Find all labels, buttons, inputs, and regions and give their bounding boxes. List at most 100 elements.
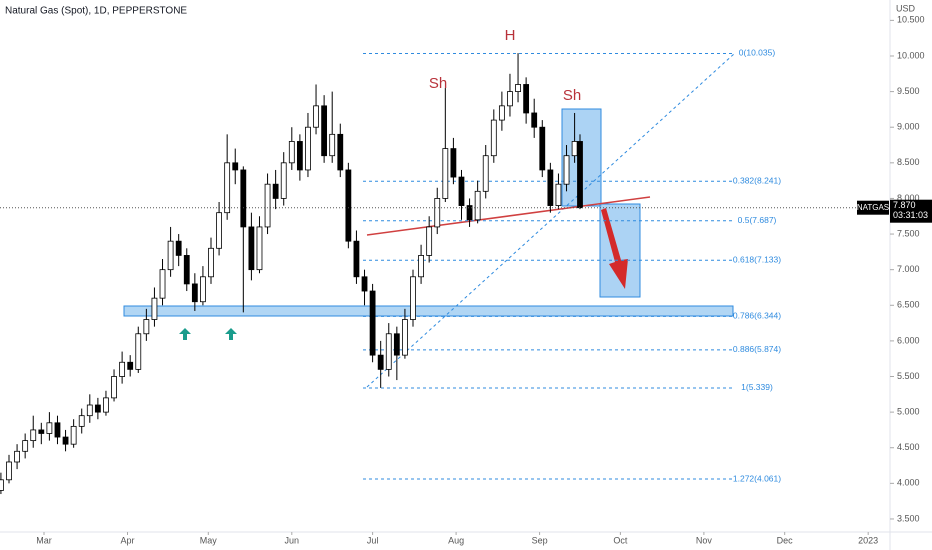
y-tick-label: 9.500 xyxy=(897,86,920,96)
fib-label: 0.5(7.687) xyxy=(738,215,777,225)
candle-body xyxy=(119,361,126,377)
candle-body xyxy=(313,105,319,128)
fib-label: 1.272(4.061) xyxy=(733,473,781,483)
fib-trend-line xyxy=(366,52,736,388)
candle-body xyxy=(369,290,376,356)
candle-body xyxy=(6,461,12,481)
candle-body xyxy=(442,148,449,199)
candle-body xyxy=(167,240,174,271)
candle-body xyxy=(361,276,368,292)
candle-body xyxy=(159,269,166,299)
candle-body xyxy=(345,169,352,242)
candle-body xyxy=(515,84,521,92)
candle-body xyxy=(175,240,182,256)
candle-body xyxy=(426,226,433,256)
x-tick-label: Dec xyxy=(777,535,794,545)
candle-body xyxy=(523,84,530,114)
x-tick-label: May xyxy=(200,535,218,545)
candle-body xyxy=(78,415,85,427)
x-tick-label: Aug xyxy=(448,535,464,545)
y-tick-label: 7.500 xyxy=(897,228,920,238)
candle-body xyxy=(14,450,20,463)
candle-body xyxy=(377,354,384,370)
candle-body xyxy=(418,255,424,278)
y-tick-label: 10.500 xyxy=(897,15,925,25)
x-tick-label: Jul xyxy=(367,535,379,545)
candle-body xyxy=(466,205,473,221)
y-tick-label: 4.000 xyxy=(897,478,920,488)
candle-body xyxy=(402,319,408,356)
fib-label: 0.786(6.344) xyxy=(733,311,781,321)
candle-body xyxy=(62,436,69,445)
candle-body xyxy=(434,198,441,228)
y-tick-label: 10.000 xyxy=(897,50,925,60)
candle-body xyxy=(256,226,263,271)
price-tag-countdown: 03:31:03 xyxy=(893,210,928,220)
price-tag-price: 7.870 xyxy=(893,200,916,210)
candle-body xyxy=(539,126,546,171)
candle-body xyxy=(70,425,77,445)
fib-label: 0.618(7.133) xyxy=(733,254,781,264)
candle-body xyxy=(224,162,231,214)
fib-label: 1(5.339) xyxy=(741,382,773,392)
candle-body xyxy=(248,226,255,271)
candle-body xyxy=(507,91,513,107)
candle-body xyxy=(555,183,562,206)
candle-body xyxy=(280,162,287,199)
support-zone xyxy=(123,305,734,317)
candle-body xyxy=(143,319,150,335)
candle-body xyxy=(216,212,222,249)
price-tag-symbol: NATGAS xyxy=(857,203,889,212)
candle-body xyxy=(450,148,457,178)
annotation: Sh xyxy=(563,87,581,104)
candle-body xyxy=(264,183,271,228)
candle-body xyxy=(329,133,336,157)
candle-body xyxy=(38,429,45,434)
candle-body xyxy=(86,404,93,417)
chart-title: Natural Gas (Spot), 1D, PEPPERSTONE xyxy=(5,6,187,17)
x-tick-label: Sep xyxy=(532,535,548,545)
currency-label: USD xyxy=(896,3,916,13)
candle-body xyxy=(305,126,311,171)
candle-body xyxy=(490,119,497,157)
candle-body xyxy=(0,479,4,491)
candle-body xyxy=(474,190,481,221)
up-arrow xyxy=(225,328,237,340)
candle-body xyxy=(410,276,416,320)
candle-body xyxy=(200,276,206,303)
candle-body xyxy=(531,112,538,128)
candle-body xyxy=(191,283,198,303)
candle-body xyxy=(22,440,29,452)
fib-label: 0.382(8.241) xyxy=(733,176,781,186)
x-tick-label: 2023 xyxy=(858,535,878,545)
down-arrow xyxy=(601,208,628,289)
x-tick-label: Apr xyxy=(120,535,134,545)
candle-body xyxy=(498,105,505,121)
candle-body xyxy=(547,169,554,206)
candle-body xyxy=(103,397,109,413)
candle-body xyxy=(232,162,239,171)
y-tick-label: 8.000 xyxy=(897,193,920,203)
candle-body xyxy=(577,141,583,209)
candle-body xyxy=(353,240,360,278)
y-tick-label: 6.000 xyxy=(897,335,920,345)
candle-body xyxy=(46,422,53,434)
annotation: Sh xyxy=(429,75,447,92)
x-tick-label: Jun xyxy=(285,535,300,545)
candle-body xyxy=(571,141,578,157)
candle-body xyxy=(30,429,37,442)
candle-body xyxy=(321,105,328,157)
candle-body xyxy=(208,247,214,278)
x-tick-label: Nov xyxy=(696,535,713,545)
price-tag-box xyxy=(890,199,932,223)
candle-body xyxy=(151,297,158,320)
fib-label: 0.886(5.874) xyxy=(733,344,781,354)
fib-label: 0(10.035) xyxy=(739,48,776,58)
neckline xyxy=(366,196,651,236)
candle-body xyxy=(54,422,61,438)
y-tick-label: 5.000 xyxy=(897,406,920,416)
candle-body xyxy=(385,333,392,370)
candle-body xyxy=(272,183,279,199)
candle-body xyxy=(563,155,570,185)
